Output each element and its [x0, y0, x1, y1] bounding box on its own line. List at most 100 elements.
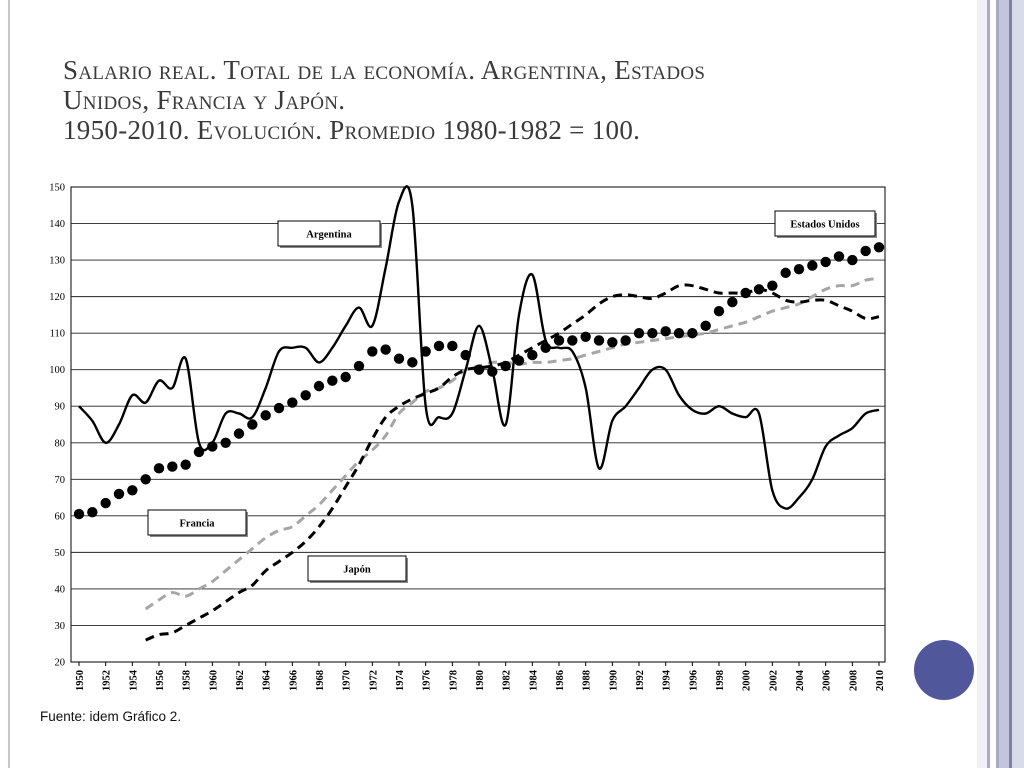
point-estados-unidos-1997	[700, 320, 711, 332]
point-estados-unidos-1989	[593, 335, 605, 346]
source-note: Fuente: idem Gráfico 2.	[40, 709, 182, 724]
annotation-box	[774, 210, 876, 237]
y-tick-label-30: 30	[55, 621, 66, 632]
point-estados-unidos-1965	[273, 402, 285, 414]
right-decorative-stripes	[977, 0, 1024, 768]
x-tick-label-1972: 1972	[368, 670, 379, 691]
left-border-line	[8, 0, 10, 768]
point-estados-unidos-1973	[380, 344, 391, 355]
point-estados-unidos-1976	[420, 346, 431, 357]
y-tick-label-90: 90	[55, 402, 66, 413]
point-estados-unidos-1956	[153, 463, 165, 474]
y-tick-label-130: 130	[49, 256, 65, 267]
title-line-3: 1950-2010. Evolución. Promedio 1980-1982…	[63, 115, 641, 145]
point-estados-unidos-2005	[807, 260, 818, 271]
point-estados-unidos-2003	[780, 267, 791, 279]
point-estados-unidos-1955	[140, 474, 151, 485]
x-tick-label-1990: 1990	[608, 670, 619, 691]
x-tick-label-1978: 1978	[448, 670, 459, 691]
annotation-japon: Japón	[307, 555, 408, 583]
annotation-box	[277, 220, 381, 247]
series-estados-unidos	[73, 242, 885, 520]
point-estados-unidos-1980	[473, 364, 485, 375]
x-tick-label-2002: 2002	[768, 670, 779, 691]
point-estados-unidos-1981	[487, 366, 498, 377]
x-tick-label-1992: 1992	[635, 670, 646, 691]
point-estados-unidos-1985	[540, 342, 551, 353]
x-tick-label-1952: 1952	[102, 670, 113, 691]
x-tick-label-1966: 1966	[288, 670, 299, 691]
y-tick-label-120: 120	[49, 292, 65, 303]
x-tick-label-1974: 1974	[395, 669, 406, 691]
point-estados-unidos-1951	[87, 506, 98, 518]
x-tick-label-2010: 2010	[875, 670, 886, 691]
annotation-box	[307, 555, 407, 582]
point-estados-unidos-1950	[73, 508, 85, 520]
point-estados-unidos-2000	[740, 287, 751, 299]
x-tick-label-1954: 1954	[128, 669, 139, 691]
annotation-estados-unidos: Estados Unidos	[774, 210, 877, 238]
x-tick-label-1976: 1976	[422, 670, 433, 691]
point-estados-unidos-1964	[260, 410, 271, 421]
plot-frame	[70, 186, 886, 663]
point-estados-unidos-1984	[527, 349, 538, 361]
title-line-1: Salario real. Total de la economía. Arge…	[63, 55, 706, 85]
x-tick-label-2006: 2006	[822, 670, 833, 691]
x-tick-label-1998: 1998	[715, 670, 726, 691]
point-estados-unidos-2009	[860, 245, 871, 257]
decorative-circle	[914, 640, 974, 700]
point-estados-unidos-1977	[433, 340, 445, 352]
x-tick-label-1984: 1984	[528, 669, 539, 691]
y-tick-label-40: 40	[55, 584, 66, 595]
point-estados-unidos-1987	[567, 335, 578, 346]
point-estados-unidos-1969	[327, 375, 338, 386]
point-estados-unidos-1959	[193, 446, 205, 458]
point-estados-unidos-1986	[553, 335, 565, 346]
point-estados-unidos-1972	[367, 346, 378, 357]
x-tick-label-1994: 1994	[662, 669, 673, 691]
salary-line-chart: 20 30 40 50 60 70 80 90 100 110 120 130 140 150 1950 19…	[49, 183, 886, 692]
x-tick-label-1980: 1980	[475, 670, 486, 691]
point-estados-unidos-2008	[847, 254, 858, 266]
point-estados-unidos-2010	[873, 242, 885, 253]
annotation-label-argentina: Argentina	[306, 230, 352, 241]
point-estados-unidos-1967	[300, 390, 311, 401]
x-tick-label-1982: 1982	[502, 670, 513, 691]
point-estados-unidos-1961	[220, 437, 231, 448]
x-tick-label-2000: 2000	[742, 670, 753, 691]
point-estados-unidos-2004	[793, 264, 805, 275]
x-tick-label-1964: 1964	[262, 669, 273, 691]
annotation-label-japon: Japón	[343, 565, 371, 576]
x-tick-label-1988: 1988	[582, 670, 593, 691]
y-tick-label-60: 60	[55, 511, 66, 522]
y-tick-label-70: 70	[55, 475, 66, 486]
point-estados-unidos-1991	[620, 335, 631, 346]
point-estados-unidos-2002	[767, 280, 778, 291]
point-estados-unidos-1988	[580, 331, 591, 343]
x-tick-label-1960: 1960	[208, 670, 219, 691]
annotation-francia: Francia	[147, 509, 248, 537]
annotation-label-estados-unidos: Estados Unidos	[790, 220, 859, 231]
x-tick-label-1996: 1996	[688, 670, 699, 691]
point-estados-unidos-1970	[340, 371, 351, 383]
y-tick-label-150: 150	[49, 183, 65, 194]
point-estados-unidos-1995	[673, 327, 685, 339]
point-estados-unidos-1983	[513, 355, 525, 366]
y-tick-label-20: 20	[55, 658, 66, 669]
point-estados-unidos-2006	[820, 256, 831, 268]
point-estados-unidos-1971	[353, 360, 365, 372]
x-tick-label-1970: 1970	[342, 670, 353, 691]
y-tick-label-100: 100	[49, 365, 65, 376]
y-tick-label-140: 140	[49, 219, 65, 230]
point-estados-unidos-1999	[727, 296, 738, 308]
point-estados-unidos-1952	[100, 497, 111, 509]
point-estados-unidos-1996	[687, 327, 698, 339]
point-estados-unidos-1958	[180, 459, 191, 470]
y-tick-label-110: 110	[50, 329, 65, 340]
point-estados-unidos-1982	[500, 360, 511, 372]
point-estados-unidos-1960	[207, 441, 218, 452]
x-tick-label-1962: 1962	[235, 670, 246, 691]
title-line-2: Unidos, Francia y Japón.	[63, 85, 346, 115]
point-estados-unidos-1962	[233, 428, 245, 439]
x-tick-label-1958: 1958	[182, 670, 193, 691]
